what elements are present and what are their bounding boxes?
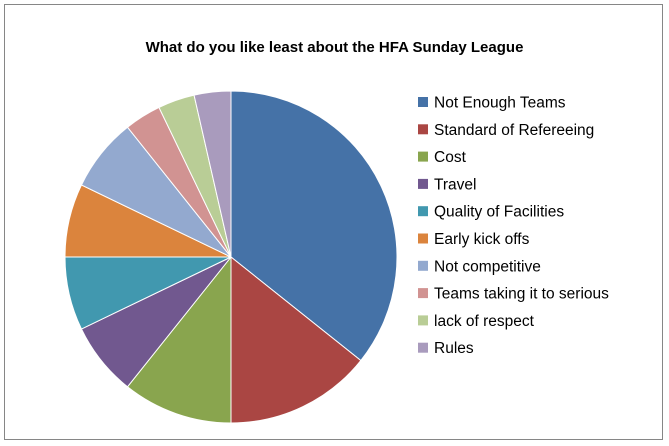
legend-swatch-1 (418, 124, 428, 135)
legend-label-1: Standard of Refereeing (434, 122, 594, 139)
chart-title: What do you like least about the HFA Sun… (145, 39, 524, 56)
legend-label-3: Travel (434, 176, 477, 193)
legend-swatch-4 (418, 206, 428, 217)
pie-slice-1 (230, 255, 362, 424)
legend-label-5: Early kick offs (434, 231, 530, 248)
legend-label-9: Rules (434, 340, 474, 357)
legend-swatch-9 (418, 342, 428, 353)
legend-swatch-7 (418, 288, 428, 299)
pie-slice-9 (193, 90, 232, 258)
legend-swatch-5 (418, 233, 428, 244)
legend-label-0: Not Enough Teams (434, 95, 566, 112)
legend-swatch-6 (418, 260, 428, 271)
pie-slice-0 (230, 90, 398, 362)
legend-swatch-8 (418, 315, 428, 326)
legend-swatch-2 (418, 151, 428, 162)
legend-label-2: Cost (434, 149, 467, 166)
legend-label-4: Quality of Facilities (434, 204, 564, 221)
legend-label-8: lack of respect (434, 313, 535, 330)
legend-label-7: Teams taking it to serious (434, 286, 609, 303)
legend-swatch-0 (418, 97, 428, 107)
legend-swatch-3 (418, 178, 428, 189)
pie-slice-2 (126, 255, 232, 424)
legend-label-6: Not competitive (434, 258, 541, 275)
